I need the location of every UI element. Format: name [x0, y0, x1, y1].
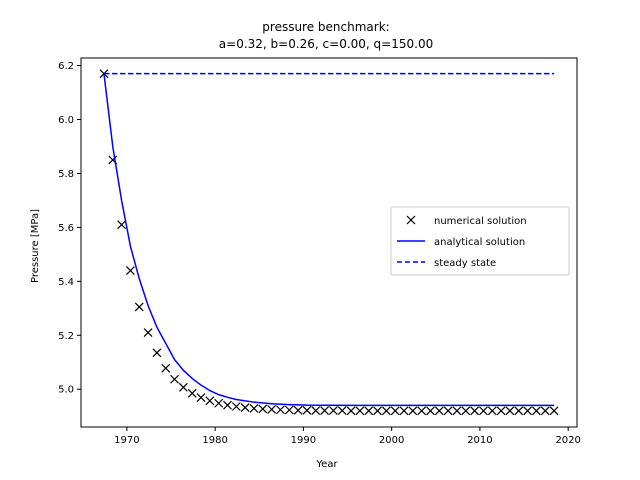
data-point — [426, 406, 435, 416]
data-point — [496, 406, 506, 416]
data-point — [205, 396, 215, 406]
x-tick-label: 2020 — [555, 435, 580, 446]
data-point — [434, 406, 444, 416]
y-axis-label: Pressure [MPa] — [30, 209, 41, 283]
data-point — [320, 406, 330, 415]
data-point — [328, 406, 338, 415]
y-tick-label: 5.0 — [58, 385, 74, 396]
data-point — [355, 406, 365, 416]
y-tick-label: 6.0 — [58, 115, 74, 126]
y-tick-label: 5.8 — [58, 169, 74, 180]
data-point — [302, 405, 312, 415]
data-point — [390, 406, 400, 416]
data-point — [364, 406, 374, 416]
data-point — [381, 406, 391, 416]
x-tick-label: 1980 — [202, 435, 227, 446]
data-point — [134, 302, 144, 312]
data-point — [240, 403, 250, 413]
data-point — [443, 406, 453, 416]
data-point — [117, 220, 127, 230]
data-point — [311, 406, 321, 415]
data-point — [125, 266, 135, 275]
data-point — [452, 406, 462, 416]
data-point — [143, 328, 153, 338]
y-tick-label: 5.4 — [58, 277, 74, 288]
legend: numerical solution analytical solution s… — [390, 206, 570, 276]
data-point — [479, 406, 488, 416]
data-point — [196, 393, 206, 403]
data-point — [214, 398, 224, 408]
data-point — [461, 406, 471, 416]
data-point — [231, 402, 241, 411]
legend-label-analytical: analytical solution — [434, 237, 525, 248]
data-point — [249, 403, 259, 413]
chart-title: pressure benchmark: — [262, 20, 389, 34]
y-tick-label: 5.2 — [58, 331, 74, 342]
data-point — [540, 406, 550, 416]
data-point — [170, 374, 179, 384]
legend-label-numerical: numerical solution — [434, 216, 527, 227]
data-point — [178, 382, 188, 392]
data-point — [152, 348, 162, 358]
data-point — [408, 406, 418, 416]
data-point — [523, 406, 533, 416]
data-point — [284, 405, 294, 415]
plot-area: 1970 1980 1990 2000 2010 2020 5.0 5.2 5.4 5.6 5.8 6… — [58, 57, 581, 446]
x-tick-label: 2010 — [467, 435, 492, 446]
legend-marker-numerical — [406, 215, 416, 225]
x-axis-label: Year — [315, 459, 338, 470]
data-point — [505, 406, 515, 416]
data-point — [487, 406, 497, 416]
data-point — [373, 406, 382, 416]
data-point — [293, 405, 303, 415]
data-point — [337, 406, 347, 415]
x-tick-label: 1990 — [291, 435, 316, 446]
axes-frame — [80, 57, 578, 428]
data-point — [470, 406, 480, 416]
legend-label-steady: steady state — [434, 258, 496, 269]
data-point — [399, 406, 409, 416]
data-point — [346, 406, 356, 416]
series-numerical-solution — [99, 69, 559, 416]
data-point — [549, 406, 559, 416]
data-point — [161, 363, 171, 373]
data-point — [514, 406, 524, 416]
data-point — [276, 405, 285, 415]
chart-subtitle: a=0.32, b=0.26, c=0.00, q=150.00 — [219, 37, 433, 51]
x-tick-label: 1970 — [114, 435, 139, 446]
data-point — [267, 405, 277, 414]
series-analytical-solution — [103, 73, 555, 407]
data-point — [187, 388, 197, 398]
y-tick-label: 5.6 — [58, 223, 74, 234]
y-tick-label: 6.2 — [58, 61, 74, 72]
legend-box — [390, 206, 570, 276]
data-point — [223, 400, 232, 410]
data-point — [258, 404, 268, 414]
data-point — [417, 406, 427, 416]
data-point — [531, 406, 541, 416]
x-tick-label: 2000 — [379, 435, 404, 446]
